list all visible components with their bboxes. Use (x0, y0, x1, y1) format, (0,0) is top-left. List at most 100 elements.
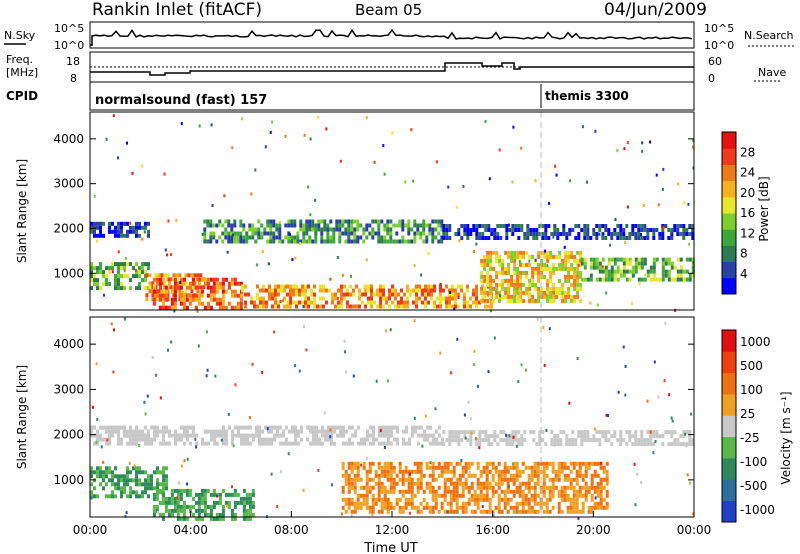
heat-cell (182, 293, 186, 298)
heat-cell (320, 227, 324, 232)
heat-cell (652, 442, 656, 447)
heat-cell (342, 441, 345, 446)
heat-cell (244, 292, 247, 297)
heat-cell (339, 433, 342, 438)
heat-cell (391, 292, 394, 297)
heat-speckle (269, 130, 272, 134)
heat-cell (494, 489, 498, 494)
heat-cell (370, 284, 373, 289)
heat-cell (557, 461, 561, 466)
heat-cell (218, 297, 222, 302)
heat-cell (230, 235, 234, 240)
heat-speckle (552, 235, 555, 239)
heat-speckle (470, 431, 473, 435)
heat-cell (536, 465, 540, 470)
heat-cell (482, 509, 486, 514)
heat-cell (388, 304, 391, 309)
heat-cell (592, 261, 596, 266)
heat-cell (178, 289, 182, 294)
heat-cell (499, 438, 503, 443)
heat-cell (315, 425, 318, 430)
heat-cell (256, 292, 259, 297)
heat-cell (162, 482, 165, 487)
heat-cell (523, 438, 527, 443)
heat-cell (377, 485, 381, 490)
heat-cell (554, 473, 558, 478)
heat-cell (616, 232, 620, 236)
heat-cell (501, 282, 505, 287)
heat-cell (535, 232, 539, 236)
heat-cell (479, 485, 483, 490)
heat-speckle (594, 129, 597, 133)
heat-cell (105, 282, 108, 287)
nsearch-tick-low: 10^0 (704, 39, 734, 52)
heat-cell (598, 265, 602, 270)
heat-cell (401, 509, 405, 514)
heat-cell (200, 293, 204, 298)
heat-cell (192, 433, 195, 438)
heat-cell (534, 286, 538, 291)
heat-cell (538, 430, 542, 435)
heat-cell (649, 269, 653, 274)
heat-cell (475, 296, 478, 301)
heat-cell (386, 509, 390, 514)
heat-cell (383, 485, 387, 490)
heat-cell (197, 516, 201, 521)
colorbar-swatch (722, 180, 736, 198)
heat-cell (422, 219, 426, 224)
heat-cell (339, 429, 342, 434)
heat-cell (189, 441, 192, 446)
heat-cell (544, 228, 548, 232)
heat-cell (484, 438, 488, 443)
heat-cell (265, 300, 268, 305)
heat-cell (516, 274, 520, 279)
heat-cell (538, 434, 542, 439)
heat-cell (547, 224, 551, 228)
heat-cell (437, 485, 441, 490)
heat-cell (242, 500, 246, 505)
heat-cell (213, 433, 216, 438)
heat-cell (513, 266, 517, 271)
heat-cell (148, 285, 152, 290)
heat-cell (179, 293, 183, 298)
heat-cell (365, 485, 369, 490)
heat-cell (521, 505, 525, 510)
heat-cell (380, 219, 384, 224)
heat-cell (418, 288, 421, 293)
heat-cell (373, 292, 376, 297)
heat-cell (646, 236, 650, 240)
heat-cell (182, 488, 186, 493)
heat-cell (475, 236, 479, 240)
heat-cell (179, 496, 183, 501)
heat-cell (201, 437, 204, 442)
heat-speckle (128, 461, 131, 465)
heat-cell (416, 227, 420, 232)
heat-cell (404, 477, 408, 482)
heat-cell (167, 305, 171, 310)
heat-cell (105, 466, 108, 471)
heat-cell (250, 296, 253, 301)
heat-cell (184, 289, 188, 294)
power-ylabel: Slant Range [km] (15, 159, 29, 263)
heat-cell (503, 489, 507, 494)
heat-cell (362, 461, 366, 466)
heat-cell (556, 232, 560, 236)
y-tick-label: 4000 (53, 337, 84, 351)
heat-cell (424, 296, 427, 301)
heat-cell (558, 250, 562, 255)
heat-speckle (138, 444, 141, 447)
heat-cell (567, 258, 571, 263)
heat-cell (295, 292, 298, 297)
heat-cell (203, 305, 207, 310)
heat-cell (344, 469, 348, 474)
heat-cell (379, 288, 382, 293)
heat-cell (584, 481, 588, 486)
heat-cell (209, 297, 213, 302)
heat-cell (524, 501, 528, 506)
heat-cell (129, 470, 132, 475)
heat-speckle (106, 438, 109, 442)
heat-cell (272, 231, 276, 236)
heat-cell (519, 278, 523, 283)
heat-cell (243, 433, 246, 438)
